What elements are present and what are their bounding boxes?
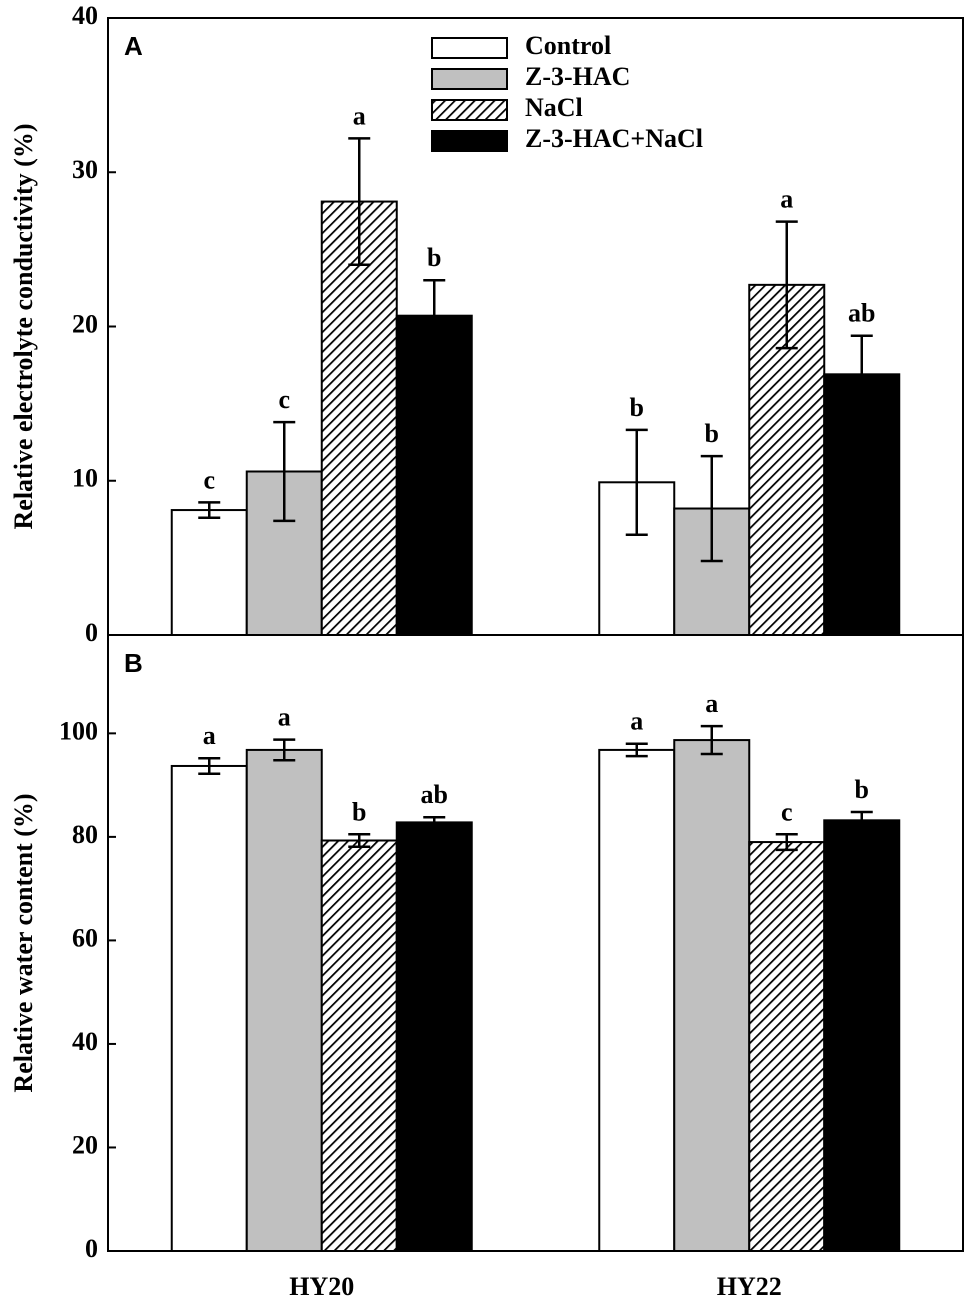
legend-label: Control — [525, 31, 611, 60]
y-tick-label: 40 — [72, 1, 98, 30]
bar — [395, 821, 473, 1252]
bar — [823, 373, 901, 636]
bar — [748, 841, 826, 1252]
bar — [673, 739, 751, 1252]
y-tick-label: 30 — [72, 155, 98, 184]
legend-swatch — [431, 130, 508, 152]
error-bar — [348, 137, 371, 267]
significance-label: a — [353, 101, 366, 130]
significance-label: c — [278, 385, 290, 414]
bar — [320, 839, 398, 1252]
y-tick-label: 20 — [72, 1130, 98, 1159]
significance-label: a — [630, 707, 643, 736]
error-bar — [625, 742, 648, 758]
error-bar — [273, 738, 296, 762]
y-tick-label: 60 — [72, 923, 98, 952]
legend-label: NaCl — [525, 93, 583, 122]
error-bar — [198, 501, 221, 520]
y-axis-label: Relative electrolyte conductivity (%) — [9, 124, 38, 530]
y-tick-label: 0 — [85, 1234, 98, 1263]
significance-label: a — [203, 721, 216, 750]
error-bar — [198, 756, 221, 775]
significance-label: a — [705, 689, 718, 718]
error-bar — [850, 334, 873, 415]
error-bar — [850, 810, 873, 830]
error-bar — [348, 833, 371, 848]
error-bar — [625, 428, 648, 536]
bar — [598, 748, 676, 1253]
panel-label: B — [124, 648, 143, 678]
bar — [170, 764, 248, 1253]
error-bar — [423, 278, 446, 353]
bar — [823, 819, 901, 1252]
significance-label: ab — [421, 780, 448, 809]
error-bar — [273, 420, 296, 523]
y-tick-label: 40 — [72, 1027, 98, 1056]
y-axis-label: Relative water content (%) — [9, 793, 38, 1092]
significance-label: b — [630, 393, 644, 422]
error-bar — [775, 220, 798, 350]
significance-label: b — [352, 797, 366, 826]
error-bar — [423, 815, 446, 829]
significance-label: a — [780, 185, 793, 214]
significance-label: c — [781, 797, 793, 826]
panel-label: A — [124, 31, 143, 61]
error-bar — [700, 454, 723, 563]
legend-swatch — [431, 68, 508, 90]
bar — [395, 314, 473, 636]
significance-label: b — [855, 775, 869, 804]
significance-label: ab — [848, 299, 875, 328]
significance-label: a — [278, 703, 291, 732]
significance-label: b — [705, 419, 719, 448]
y-tick-label: 100 — [59, 716, 98, 745]
y-tick-label: 80 — [72, 820, 98, 849]
x-tick-label: HY22 — [717, 1272, 782, 1301]
legend-label: Z-3-HAC — [525, 62, 630, 91]
plot-frame — [107, 634, 964, 1252]
error-bar — [775, 833, 798, 852]
bar — [320, 200, 398, 636]
bar — [170, 509, 248, 636]
significance-label: b — [427, 243, 441, 272]
significance-label: c — [203, 465, 215, 494]
y-tick-label: 10 — [72, 464, 98, 493]
error-bar — [700, 724, 723, 756]
legend-label: Z-3-HAC+NaCl — [525, 124, 703, 153]
y-tick-label: 20 — [72, 309, 98, 338]
legend-swatch — [431, 37, 508, 59]
bar — [245, 748, 323, 1253]
y-tick-label: 0 — [85, 618, 98, 647]
x-tick-label: HY20 — [289, 1272, 354, 1301]
legend-swatch — [431, 99, 508, 121]
